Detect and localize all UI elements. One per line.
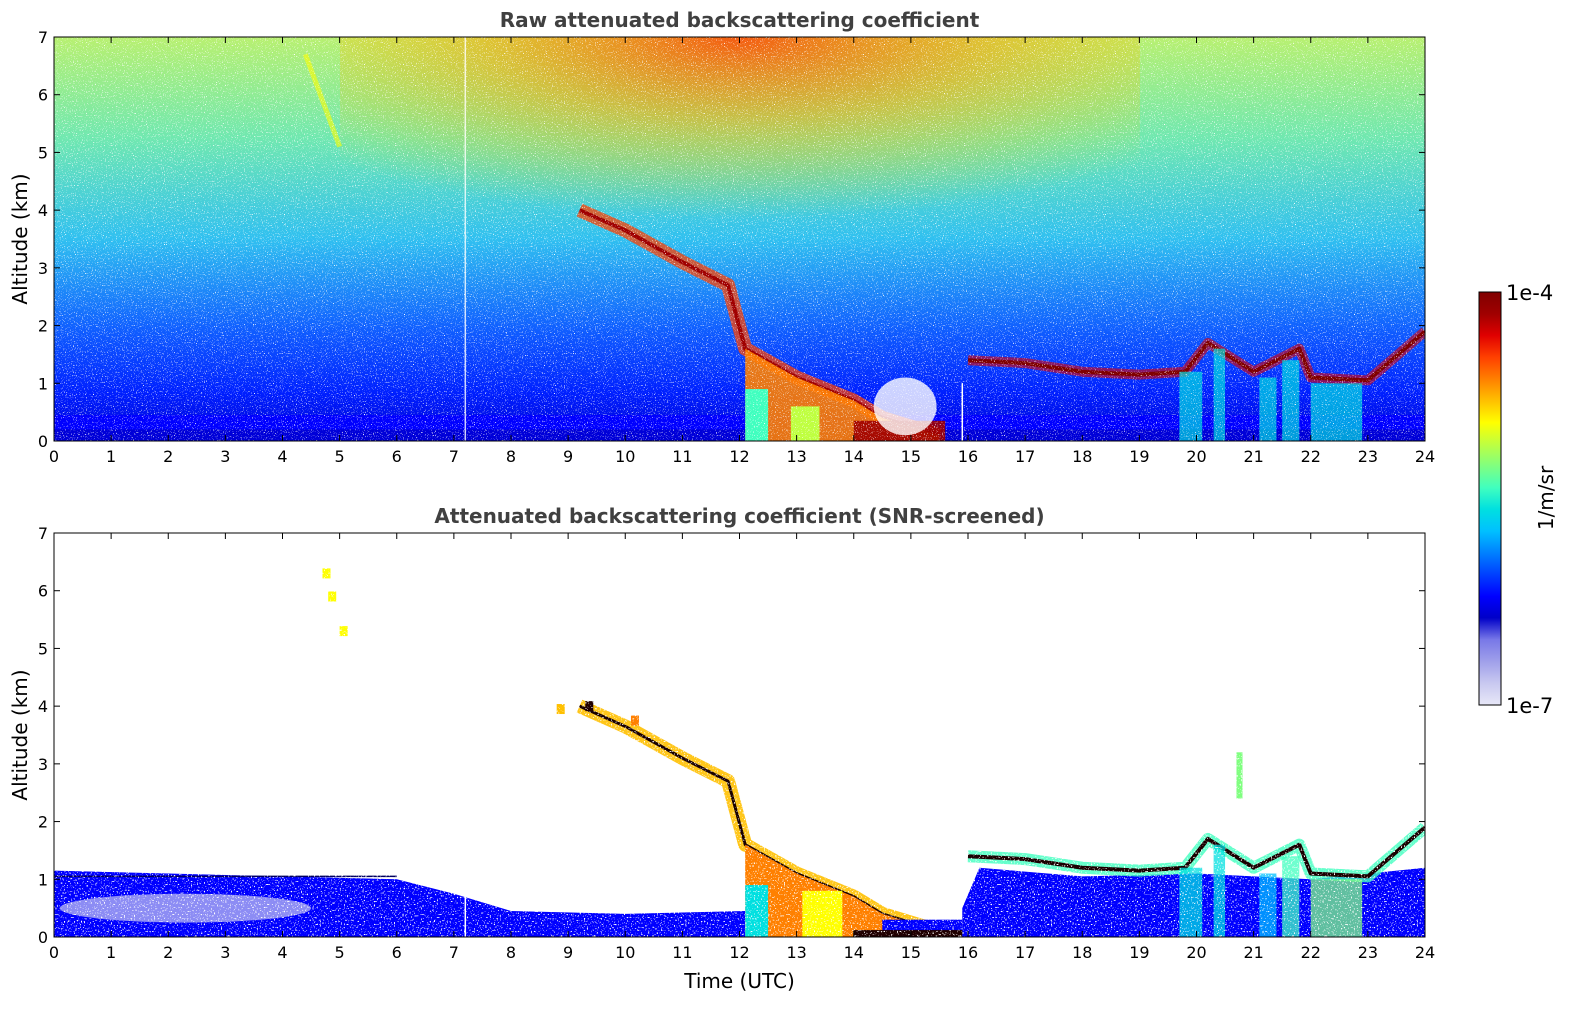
xtick-label: 20 xyxy=(1186,943,1206,962)
xtick-label: 2 xyxy=(163,943,173,962)
colorbar-min-label: 1e-7 xyxy=(1506,694,1553,718)
ytick-label: 0 xyxy=(38,928,48,947)
xtick-label: 6 xyxy=(392,447,402,466)
colorbar-unit-label: 1/m/sr xyxy=(1534,465,1558,530)
xtick-label: 14 xyxy=(844,447,864,466)
xtick-label: 5 xyxy=(335,943,345,962)
xtick-label: 9 xyxy=(563,447,573,466)
xtick-label: 3 xyxy=(220,447,230,466)
xtick-label: 17 xyxy=(1015,943,1035,962)
xtick-label: 19 xyxy=(1129,447,1149,466)
ytick-label: 7 xyxy=(38,28,48,47)
panel-screened-heatmap xyxy=(54,533,1425,937)
panel-raw: Raw attenuated backscattering coefficien… xyxy=(8,8,1435,466)
xtick-label: 0 xyxy=(49,943,59,962)
xtick-label: 22 xyxy=(1301,943,1321,962)
xtick-label: 15 xyxy=(901,447,921,466)
xtick-label: 11 xyxy=(672,447,692,466)
xtick-label: 12 xyxy=(729,943,749,962)
xtick-label: 22 xyxy=(1301,447,1321,466)
xtick-label: 23 xyxy=(1358,943,1378,962)
screened-noise-speckle xyxy=(54,533,1425,937)
xtick-label: 1 xyxy=(106,943,116,962)
ytick-label: 5 xyxy=(38,143,48,162)
xtick-label: 1 xyxy=(106,447,116,466)
ytick-label: 1 xyxy=(38,870,48,889)
ytick-label: 4 xyxy=(38,201,48,220)
xtick-label: 18 xyxy=(1072,447,1092,466)
ytick-label: 1 xyxy=(38,374,48,393)
xtick-label: 19 xyxy=(1129,943,1149,962)
xtick-label: 7 xyxy=(449,447,459,466)
xtick-label: 16 xyxy=(958,447,978,466)
ytick-label: 6 xyxy=(38,86,48,105)
panel-screened-ylabel: Altitude (km) xyxy=(8,669,32,800)
xtick-label: 10 xyxy=(615,943,635,962)
xtick-label: 24 xyxy=(1415,447,1435,466)
ytick-label: 0 xyxy=(38,432,48,451)
xtick-label: 4 xyxy=(277,447,287,466)
xtick-label: 13 xyxy=(786,943,806,962)
panel-raw-axes: 0 1 2 3 4 5 6 7 8 9 10 11 12 13 14 15 16 17 18 19 20 21 22 23 24… xyxy=(38,28,1435,466)
panel-raw-title: Raw attenuated backscattering coefficien… xyxy=(500,8,980,32)
xtick-label: 10 xyxy=(615,447,635,466)
xtick-label: 6 xyxy=(392,943,402,962)
ytick-label: 3 xyxy=(38,259,48,278)
xtick-label: 21 xyxy=(1243,447,1263,466)
panel-screened-axes: 0 1 2 3 4 5 6 7 8 9 10 11 12 13 14 15 16 17 18 19 20 21 22 23 24… xyxy=(38,524,1435,962)
panel-raw-ylabel: Altitude (km) xyxy=(8,173,32,304)
ytick-label: 6 xyxy=(38,582,48,601)
xtick-label: 20 xyxy=(1186,447,1206,466)
xtick-label: 14 xyxy=(844,943,864,962)
xtick-label: 7 xyxy=(449,943,459,962)
xtick-label: 0 xyxy=(49,447,59,466)
ytick-label: 2 xyxy=(38,813,48,832)
xtick-label: 11 xyxy=(672,943,692,962)
panel-screened-xlabel: Time (UTC) xyxy=(683,969,795,993)
ytick-label: 2 xyxy=(38,317,48,336)
xtick-label: 8 xyxy=(506,943,516,962)
xtick-label: 15 xyxy=(901,943,921,962)
xtick-label: 13 xyxy=(786,447,806,466)
xtick-label: 12 xyxy=(729,447,749,466)
xtick-label: 16 xyxy=(958,943,978,962)
xtick-label: 4 xyxy=(277,943,287,962)
ytick-label: 5 xyxy=(38,639,48,658)
xtick-label: 9 xyxy=(563,943,573,962)
xtick-label: 21 xyxy=(1243,943,1263,962)
xtick-label: 23 xyxy=(1358,447,1378,466)
ytick-label: 4 xyxy=(38,697,48,716)
panel-screened-title: Attenuated backscattering coefficient (S… xyxy=(434,504,1044,528)
ytick-label: 7 xyxy=(38,524,48,543)
xtick-label: 2 xyxy=(163,447,173,466)
colorbar: 1e-4 1e-7 1/m/sr xyxy=(1478,281,1558,718)
raw-noise-speckle xyxy=(54,37,1425,441)
colorbar-scale xyxy=(1478,291,1502,706)
xtick-label: 18 xyxy=(1072,943,1092,962)
xtick-label: 8 xyxy=(506,447,516,466)
xtick-label: 5 xyxy=(335,447,345,466)
xtick-label: 3 xyxy=(220,943,230,962)
panel-raw-heatmap xyxy=(54,37,1425,441)
colorbar-max-label: 1e-4 xyxy=(1506,281,1553,305)
ytick-label: 3 xyxy=(38,755,48,774)
xtick-label: 24 xyxy=(1415,943,1435,962)
panel-screened: Attenuated backscattering coefficient (S… xyxy=(8,504,1435,993)
xtick-label: 17 xyxy=(1015,447,1035,466)
